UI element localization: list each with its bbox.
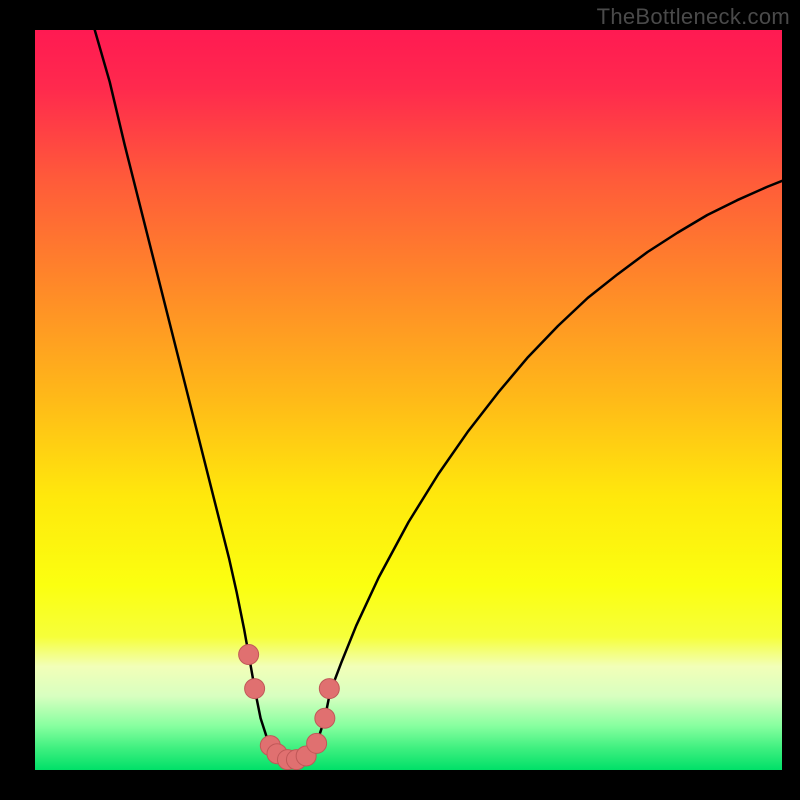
plot-area (35, 30, 782, 770)
data-markers (239, 645, 340, 770)
data-marker (315, 708, 335, 728)
bottleneck-curve (35, 30, 782, 770)
data-marker (245, 679, 265, 699)
data-marker (239, 645, 259, 665)
data-marker (307, 733, 327, 753)
data-marker (319, 679, 339, 699)
watermark-text: TheBottleneck.com (597, 4, 790, 30)
